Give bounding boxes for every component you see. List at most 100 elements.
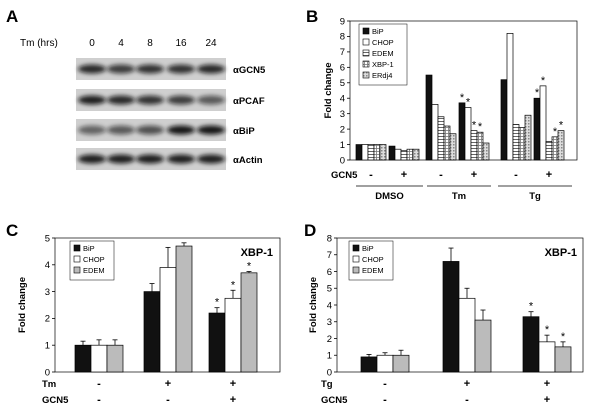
panel-a-letter: A [6, 7, 18, 26]
bar-chop [376, 354, 394, 373]
gcn5-sign: + [401, 169, 407, 181]
blot-band [136, 125, 164, 135]
panel-b-letter: B [306, 7, 318, 26]
blot-band [167, 64, 195, 74]
bar-bip [74, 344, 92, 373]
legend-label: XBP-1 [372, 60, 394, 69]
y-tick-label: 1 [327, 351, 332, 362]
blot-band [107, 154, 135, 164]
panel-c-letter: C [6, 221, 18, 240]
timepoint-label: 8 [147, 38, 153, 49]
legend-swatch [73, 244, 81, 252]
significance-mark: * [529, 301, 534, 313]
bar-edem [470, 130, 478, 161]
legend-swatch [362, 38, 370, 46]
bar-bip [355, 144, 363, 161]
y-tick-label: 4 [45, 260, 50, 271]
blot-label: αPCAF [233, 96, 265, 107]
condition-sign: + [544, 378, 550, 390]
row-label: Tg [321, 379, 333, 390]
condition-sign: + [464, 378, 470, 390]
y-tick-label: 3 [327, 317, 332, 328]
blot-strip: αGCN5 [76, 58, 266, 80]
significance-mark: * [561, 331, 566, 343]
blot-band [197, 154, 225, 164]
bar-xbp1 [518, 127, 526, 161]
group-label: Tm [452, 191, 466, 202]
bar-bip [208, 312, 226, 373]
bar-chop [458, 297, 476, 373]
y-tick-label: 4 [340, 94, 345, 105]
legend-swatch [352, 255, 360, 263]
y-tick-label: 1 [340, 140, 345, 151]
significance-mark: * [541, 75, 546, 87]
bar-bip [522, 316, 540, 373]
group-label: DMSO [375, 191, 404, 202]
y-tick-label: 2 [327, 334, 332, 345]
condition-sign: - [383, 394, 387, 406]
bar-chop [464, 107, 472, 161]
bar-xbp1 [443, 125, 451, 161]
panel-a-blots: A Tm (hrs) 0 4 8 16 24 αGCN5 αPCAF αBiP αActin [6, 7, 266, 170]
bar-chop [224, 297, 242, 373]
y-tick-label: 1 [45, 341, 50, 352]
significance-mark: * [559, 120, 564, 132]
legend-swatch [73, 255, 81, 263]
bar-xbp1 [476, 131, 484, 161]
legend-label: CHOP [362, 255, 384, 264]
timepoint-label: 16 [175, 38, 187, 49]
blot-label: αActin [233, 155, 263, 166]
blot-band [78, 154, 106, 164]
y-tick-label: 6 [327, 267, 332, 278]
bar-edem [367, 144, 375, 161]
y-tick-label: 7 [340, 47, 345, 58]
y-tick-label: 3 [340, 109, 345, 120]
bar-chop [90, 344, 108, 373]
blot-strip: αBiP [76, 119, 255, 141]
legend-swatch [362, 49, 370, 57]
condition-sign: - [383, 378, 387, 390]
y-axis-label: Fold change [308, 277, 319, 333]
condition-sign: - [97, 378, 101, 390]
bar-chop [159, 267, 177, 373]
blot-strip: αPCAF [76, 89, 265, 111]
bar-edem [437, 116, 445, 161]
blot-band [167, 95, 195, 105]
bar-erdj4 [379, 144, 387, 161]
legend-label: ERdj4 [372, 71, 392, 80]
y-axis-label: Fold change [17, 277, 28, 333]
condition-sign: - [166, 394, 170, 406]
chart-c: 0 1 2 3 4 5 Fold change XBP-1 * * * BiP CHOP EDEM Tm - +… [17, 233, 281, 406]
condition-sign: + [165, 378, 171, 390]
row-label: GCN5 [331, 170, 358, 181]
legend-swatch [352, 266, 360, 274]
legend-label: EDEM [83, 266, 105, 275]
bar-chop [506, 33, 514, 161]
blot-band [136, 64, 164, 74]
bar-xbp1 [406, 148, 414, 161]
legend: BiP CHOP EDEM [348, 240, 394, 281]
significance-mark: * [215, 297, 220, 309]
bar-edem [554, 346, 572, 373]
bar-edem [545, 141, 553, 161]
blot-band [107, 125, 135, 135]
blot-band [197, 64, 225, 74]
y-tick-label: 9 [340, 16, 345, 27]
legend-swatch [73, 266, 81, 274]
condition-sign: - [465, 394, 469, 406]
legend-swatch [362, 27, 370, 35]
gcn5-sign: - [369, 169, 373, 181]
blot-band [107, 64, 135, 74]
legend-label: BiP [83, 244, 95, 253]
blot-label: αBiP [233, 126, 255, 137]
bar-erdj4 [524, 114, 532, 161]
y-tick-label: 7 [327, 250, 332, 261]
y-tick-label: 2 [340, 124, 345, 135]
row-label: GCN5 [321, 395, 348, 406]
legend-label: CHOP [372, 38, 394, 47]
condition-sign: + [230, 394, 236, 406]
blot-band [107, 95, 135, 105]
bar-xbp1 [551, 136, 559, 161]
bar-edem [175, 245, 193, 373]
